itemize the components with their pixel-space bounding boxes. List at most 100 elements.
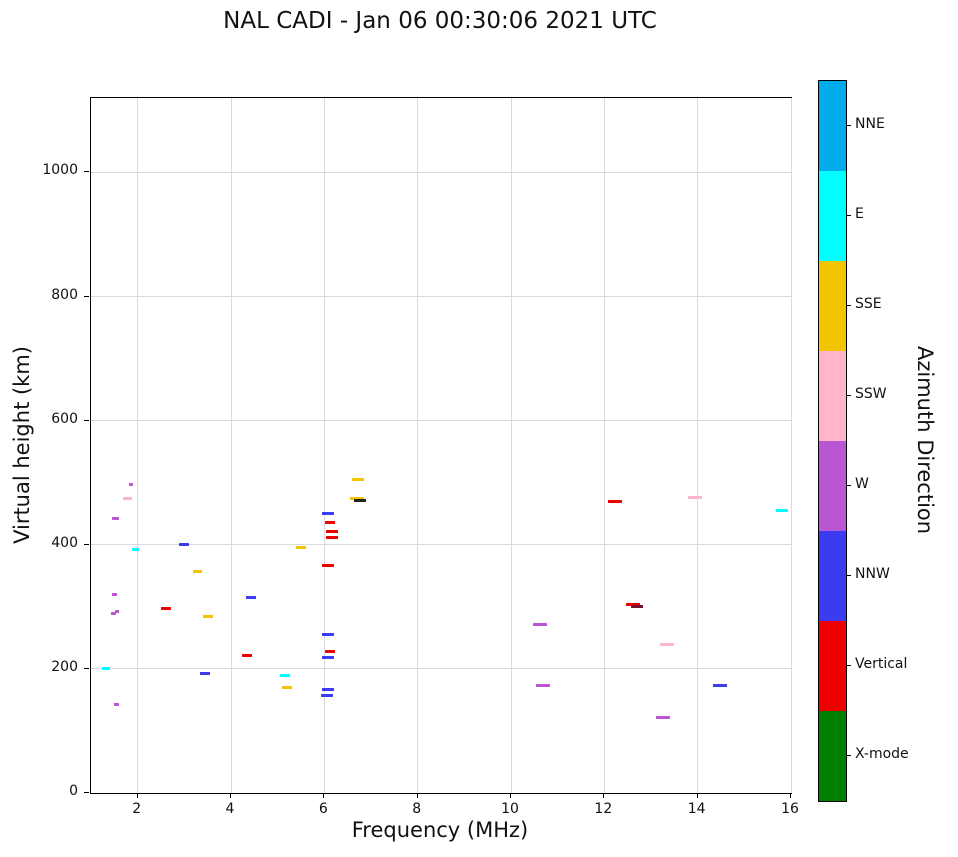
chart-title: NAL CADI - Jan 06 00:30:06 2021 UTC bbox=[223, 8, 657, 34]
x-tick-label: 8 bbox=[412, 801, 422, 817]
colorbar-tick-label: NNW bbox=[855, 566, 890, 582]
y-tick-label: 600 bbox=[51, 410, 78, 427]
y-axis-label: Virtual height (km) bbox=[10, 345, 34, 544]
data-point-w bbox=[532, 623, 547, 627]
data-point-e bbox=[131, 547, 139, 551]
colorbar-tick-label: E bbox=[855, 206, 864, 222]
data-point-sse bbox=[282, 686, 292, 689]
data-point-vertical bbox=[242, 653, 253, 657]
data-point-w bbox=[115, 609, 120, 613]
data-point-vertical bbox=[322, 563, 335, 567]
data-point-sse bbox=[192, 569, 202, 573]
colorbar-tick-label: SSE bbox=[855, 296, 882, 312]
data-point-vertical bbox=[626, 603, 641, 607]
y-tick-label: 200 bbox=[51, 658, 78, 675]
x-tick-label: 16 bbox=[781, 801, 799, 817]
grid-line-horizontal bbox=[91, 420, 791, 422]
x-tick-label: 12 bbox=[594, 801, 613, 817]
data-point-nnw bbox=[713, 684, 728, 688]
data-point-nnw bbox=[320, 694, 333, 698]
y-axis-label-container: Virtual height (km) bbox=[10, 97, 34, 792]
data-point-nnw bbox=[322, 656, 335, 660]
colorbar-tick-label: X-mode bbox=[855, 746, 909, 762]
colorbar-tick-mark bbox=[846, 125, 851, 126]
y-tick-mark bbox=[84, 171, 89, 173]
grid-line-vertical bbox=[510, 98, 512, 793]
x-tick-label: 4 bbox=[225, 801, 235, 817]
colorbar bbox=[818, 80, 847, 802]
grid-line-vertical bbox=[137, 98, 139, 793]
grid-line-horizontal bbox=[91, 171, 791, 173]
colorbar-label-container: Azimuth Direction bbox=[905, 80, 945, 800]
x-tick-mark bbox=[416, 793, 418, 798]
grid-line-horizontal bbox=[91, 296, 791, 298]
y-tick-label: 800 bbox=[51, 286, 78, 303]
colorbar-tick-label: Vertical bbox=[855, 656, 908, 672]
x-tick-label: 14 bbox=[687, 801, 706, 817]
x-tick-mark bbox=[696, 793, 698, 798]
data-point bbox=[631, 605, 643, 609]
colorbar-segment-e bbox=[819, 171, 846, 261]
data-point-vertical bbox=[607, 499, 622, 503]
colorbar-tick-mark bbox=[846, 485, 851, 486]
data-point-nnw bbox=[322, 688, 335, 692]
colorbar-tick-mark bbox=[846, 575, 851, 576]
colorbar-tick-mark bbox=[846, 755, 851, 756]
y-tick-label: 400 bbox=[51, 534, 78, 551]
grid-line-vertical bbox=[697, 98, 699, 793]
data-point-vertical bbox=[160, 606, 171, 610]
data-point-vertical bbox=[324, 520, 335, 524]
data-point-w bbox=[535, 683, 550, 687]
grid-line-vertical bbox=[790, 98, 792, 793]
data-point-e bbox=[775, 509, 788, 513]
data-point-w bbox=[110, 612, 116, 616]
data-point-nnw bbox=[200, 671, 211, 675]
grid-line-vertical bbox=[417, 98, 419, 793]
data-point-w bbox=[128, 483, 133, 487]
colorbar-segment-w bbox=[819, 441, 846, 531]
data-point-vertical bbox=[326, 536, 339, 540]
y-tick-label: 0 bbox=[69, 783, 78, 799]
data-point-w bbox=[655, 715, 670, 719]
grid-line-horizontal bbox=[91, 668, 791, 670]
data-point-sse bbox=[351, 478, 364, 482]
data-point-e bbox=[279, 673, 290, 677]
x-axis-label: Frequency (MHz) bbox=[351, 818, 529, 842]
data-point-w bbox=[114, 702, 120, 706]
y-tick-mark bbox=[84, 419, 89, 421]
data-point-sse bbox=[350, 497, 364, 501]
data-point-vertical bbox=[324, 650, 335, 654]
data-point-ssw bbox=[688, 495, 703, 499]
data-point-sse bbox=[296, 546, 306, 550]
grid-line-vertical bbox=[323, 98, 325, 793]
plot-area bbox=[90, 97, 792, 794]
colorbar-segment-x-mode bbox=[819, 711, 846, 801]
y-tick-mark bbox=[84, 295, 89, 297]
grid-line-vertical bbox=[230, 98, 232, 793]
colorbar-segment-ssw bbox=[819, 351, 846, 441]
x-tick-mark bbox=[230, 793, 231, 798]
colorbar-tick-mark bbox=[846, 305, 851, 306]
colorbar-segment-nnw bbox=[819, 531, 846, 621]
y-tick-label: 1000 bbox=[42, 162, 78, 179]
data-point-ssw bbox=[660, 642, 675, 646]
x-tick-mark bbox=[136, 793, 138, 798]
data-point-ssw bbox=[122, 496, 132, 500]
colorbar-segment-vertical bbox=[819, 621, 846, 711]
y-tick-mark bbox=[84, 667, 89, 669]
y-tick-mark bbox=[84, 543, 89, 545]
data-point-sse bbox=[202, 615, 213, 619]
x-tick-mark bbox=[510, 793, 511, 798]
data-point-nnw bbox=[179, 542, 190, 546]
data-point-vertical bbox=[326, 530, 339, 534]
x-tick-mark bbox=[790, 793, 791, 798]
colorbar-tick-mark bbox=[846, 665, 851, 666]
colorbar-segment-sse bbox=[819, 261, 846, 351]
x-tick-mark bbox=[323, 793, 325, 798]
x-tick-label: 2 bbox=[132, 801, 142, 817]
data-point-nnw bbox=[322, 632, 335, 636]
data-point bbox=[353, 499, 366, 503]
x-tick-label: 6 bbox=[318, 801, 328, 817]
colorbar-tick-label: SSW bbox=[855, 386, 887, 402]
